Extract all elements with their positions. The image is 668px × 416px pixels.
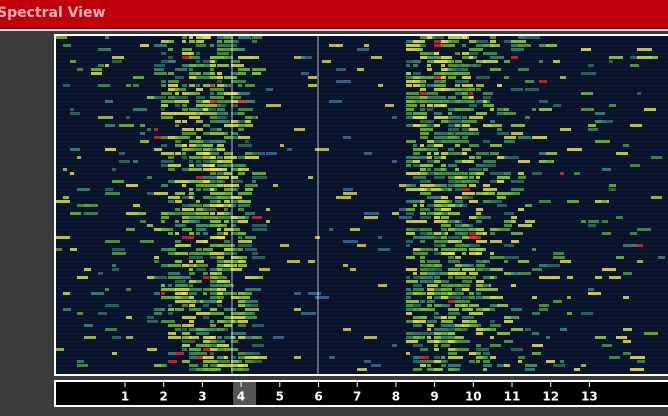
channel-label: 11: [504, 390, 521, 404]
channel-label: 1: [121, 390, 129, 404]
channel-label: 5: [276, 390, 284, 404]
channel-label: 13: [581, 390, 598, 404]
channel-label: 7: [353, 390, 361, 404]
channel-label: 9: [430, 390, 438, 404]
channel-label: 8: [392, 390, 400, 404]
channel-label: 10: [465, 390, 482, 404]
channel-label: 4: [237, 390, 245, 404]
spectral-view: 12345678910111213: [0, 0, 668, 416]
row-lines: [56, 36, 668, 374]
channel-label: 12: [542, 390, 559, 404]
channel-label: 6: [314, 390, 322, 404]
channel-label: 3: [198, 390, 206, 404]
channel-bar: [56, 382, 668, 405]
channel-label: 2: [160, 390, 168, 404]
page: {"header": {"title": "Spectral View"}, "…: [0, 0, 668, 416]
